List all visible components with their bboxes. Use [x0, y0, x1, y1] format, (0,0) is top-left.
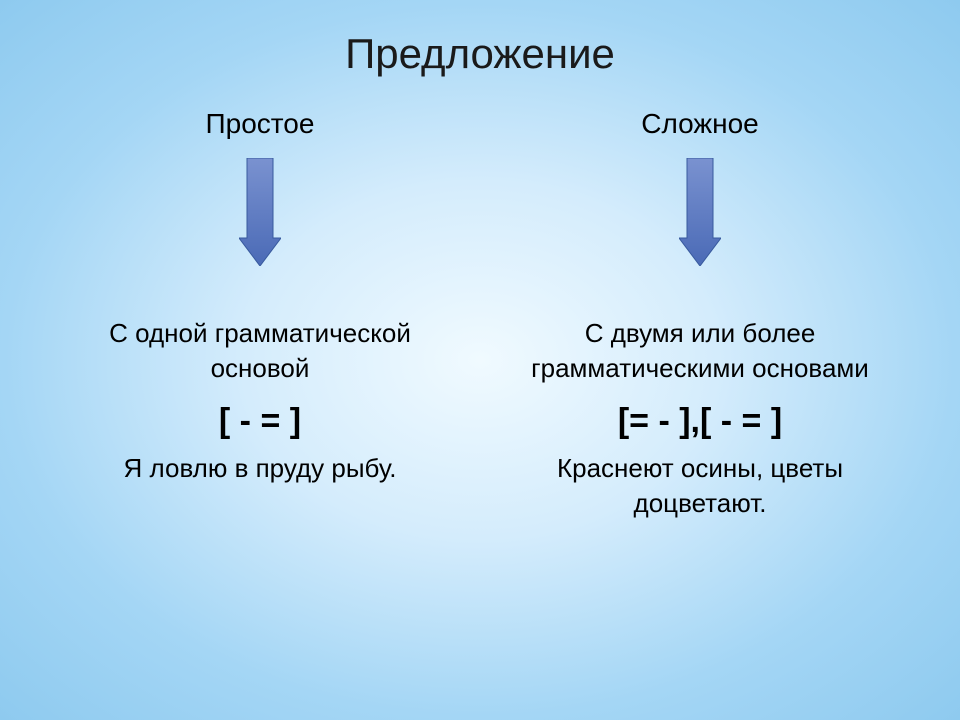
right-formula: [= - ],[ - = ] [618, 402, 782, 441]
right-column: Сложное С двумя или более грамматическим… [515, 108, 885, 521]
right-arrow [679, 158, 721, 266]
left-column: Простое С одной грамматической основой [… [75, 108, 445, 521]
right-description: С двумя или более грамматическими основа… [515, 316, 885, 386]
diagram-title: Предложение [0, 0, 960, 78]
left-heading: Простое [206, 108, 315, 140]
left-formula: [ - = ] [219, 402, 301, 441]
arrow-down-icon [679, 158, 721, 266]
columns-container: Простое С одной грамматической основой [… [0, 78, 960, 521]
left-example: Я ловлю в пруду рыбу. [124, 451, 397, 486]
right-heading: Сложное [641, 108, 758, 140]
left-description: С одной грамматической основой [75, 316, 445, 386]
arrow-down-icon [239, 158, 281, 266]
right-example: Краснеют осины, цветы доцветают. [515, 451, 885, 521]
left-arrow [239, 158, 281, 266]
